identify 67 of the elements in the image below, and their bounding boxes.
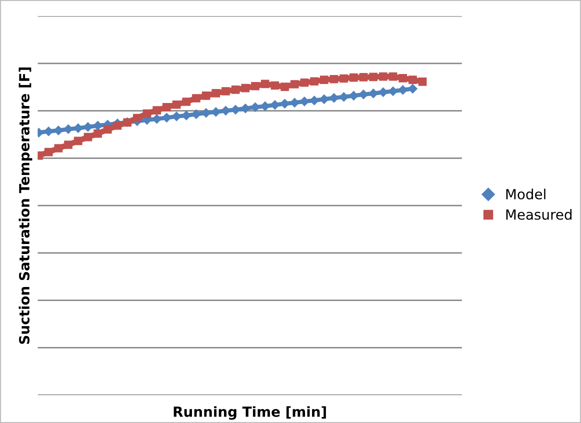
point [182, 98, 191, 106]
point [54, 144, 63, 152]
point [93, 121, 102, 130]
point [202, 92, 210, 100]
point [64, 140, 72, 149]
point [132, 114, 142, 122]
point [300, 78, 309, 87]
legend-label: Model [506, 188, 546, 200]
point [192, 110, 201, 119]
point [84, 132, 92, 142]
point [240, 104, 250, 114]
point [388, 72, 398, 81]
point [340, 74, 348, 83]
point [74, 136, 82, 146]
y-axis-title: Suction Saturation Temperature [F] [18, 68, 32, 344]
point [172, 100, 181, 109]
point [408, 76, 417, 84]
point [349, 73, 358, 82]
point [408, 84, 418, 94]
point [94, 129, 102, 138]
point [398, 74, 408, 82]
point [162, 113, 172, 122]
point [44, 148, 53, 156]
point [212, 88, 220, 98]
point [358, 90, 368, 100]
point [83, 122, 93, 132]
point [152, 106, 162, 115]
point [172, 112, 182, 122]
point [231, 85, 240, 94]
point [339, 92, 348, 102]
point [280, 82, 289, 91]
point [241, 84, 250, 92]
point [270, 81, 280, 90]
point [142, 109, 152, 118]
legend-label: Measured [506, 209, 572, 220]
point [182, 110, 191, 120]
point [260, 80, 270, 88]
point [320, 76, 328, 84]
point [310, 96, 319, 106]
point [251, 82, 260, 90]
point [369, 72, 378, 82]
point [152, 114, 162, 124]
point [211, 107, 221, 117]
point [250, 102, 260, 112]
point [300, 96, 310, 106]
point [368, 88, 378, 98]
point [398, 85, 408, 95]
point [54, 126, 64, 136]
point [113, 121, 122, 130]
point [192, 94, 200, 102]
point [103, 125, 112, 134]
x-axis-title: Running Time [min] [174, 406, 326, 420]
point [222, 87, 230, 96]
point [418, 78, 427, 86]
point [290, 80, 299, 88]
point [270, 100, 280, 110]
point [359, 73, 368, 82]
point [162, 102, 171, 112]
point [201, 108, 211, 118]
point [310, 77, 318, 86]
point [379, 72, 388, 81]
point [280, 99, 290, 108]
point [44, 126, 54, 136]
point [230, 105, 240, 114]
point [378, 88, 388, 97]
point [329, 93, 339, 103]
point [330, 74, 338, 84]
